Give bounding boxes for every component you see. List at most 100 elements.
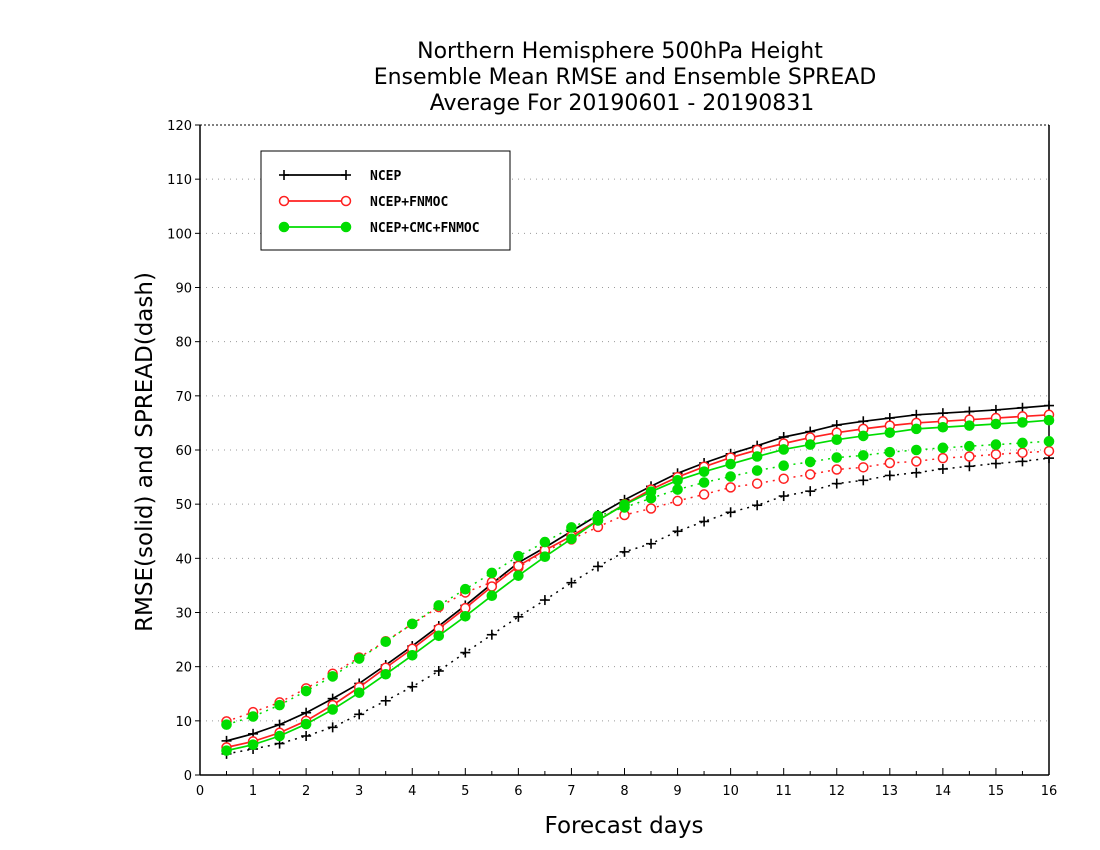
spread-point bbox=[964, 440, 975, 452]
y-tick-label: 40 bbox=[175, 552, 192, 567]
spread-point bbox=[698, 477, 710, 488]
y-axis-label: RMSE(solid) and SPREAD(dash) bbox=[132, 272, 158, 632]
spread-point bbox=[566, 577, 577, 588]
x-tick-label: 13 bbox=[882, 784, 899, 799]
y-tick-label: 80 bbox=[175, 336, 192, 351]
rmse-point bbox=[1017, 417, 1028, 428]
spread-point bbox=[301, 731, 312, 741]
x-tick-label: 1 bbox=[249, 784, 257, 799]
spread-point bbox=[672, 526, 683, 537]
x-tick-label: 9 bbox=[673, 784, 681, 799]
spread-point bbox=[327, 671, 338, 682]
spread-point bbox=[884, 457, 896, 469]
x-tick-label: 5 bbox=[461, 784, 469, 799]
x-tick-label: 2 bbox=[302, 784, 310, 799]
x-tick-label: 3 bbox=[355, 784, 363, 799]
rmse-point bbox=[990, 418, 1002, 430]
spread-point bbox=[327, 722, 338, 733]
spread-point bbox=[274, 699, 285, 711]
rmse-point bbox=[566, 533, 577, 545]
spread-point bbox=[380, 636, 392, 648]
spread-point bbox=[698, 489, 710, 500]
y-tick-label: 70 bbox=[175, 390, 192, 405]
rmse-point bbox=[751, 451, 763, 462]
x-tick-label: 16 bbox=[1041, 784, 1058, 799]
spread-point bbox=[804, 456, 816, 468]
rmse-point bbox=[857, 430, 869, 442]
rmse-point bbox=[353, 687, 365, 698]
spread-point bbox=[247, 711, 259, 722]
legend-label: NCEP+CMC+FNMOC bbox=[370, 221, 480, 236]
rmse-point bbox=[1017, 402, 1028, 413]
title-line-3: Average For 20190601 - 20190831 bbox=[430, 91, 815, 116]
spread-point bbox=[805, 486, 816, 497]
x-tick-label: 8 bbox=[620, 784, 628, 799]
rmse-point bbox=[911, 423, 922, 435]
rmse-point bbox=[1044, 400, 1054, 411]
x-tick-label: 15 bbox=[988, 784, 1005, 799]
rmse-point bbox=[406, 649, 418, 661]
spread-point bbox=[1043, 436, 1055, 447]
rmse-point bbox=[486, 581, 498, 592]
y-tick-label: 30 bbox=[175, 607, 192, 622]
spread-point bbox=[990, 449, 1002, 460]
spread-point bbox=[990, 458, 1001, 469]
spread-point bbox=[804, 469, 816, 480]
rmse-point bbox=[513, 570, 524, 581]
rmse-line-ncep bbox=[226, 404, 1050, 742]
spread-point bbox=[911, 467, 922, 478]
spread-point bbox=[672, 484, 683, 495]
x-tick-label: 7 bbox=[567, 784, 575, 799]
legend: NCEP NCEP+FNMOC NCEP+CMC+FNMOC bbox=[260, 150, 511, 251]
rmse-point bbox=[327, 704, 338, 715]
rmse-point bbox=[804, 439, 816, 450]
spread-point bbox=[778, 491, 789, 502]
rmse-point bbox=[274, 730, 285, 742]
series-ncep bbox=[221, 400, 1054, 759]
rmse-point bbox=[221, 745, 232, 756]
spread-point bbox=[937, 463, 948, 474]
rmse-point bbox=[539, 551, 551, 563]
rmse-point bbox=[460, 610, 471, 622]
spread-point bbox=[433, 600, 445, 611]
rmse-point bbox=[380, 668, 392, 680]
y-tick-label: 0 bbox=[184, 769, 192, 784]
x-tick-label: 4 bbox=[408, 784, 416, 799]
spread-point bbox=[911, 444, 922, 456]
rmse-point bbox=[300, 718, 312, 730]
rmse-point bbox=[778, 444, 789, 455]
rmse-point bbox=[1043, 414, 1055, 426]
spread-point bbox=[460, 647, 471, 658]
spread-point bbox=[380, 695, 391, 706]
spread-point bbox=[725, 507, 736, 518]
y-tick-label: 50 bbox=[175, 498, 192, 513]
spread-point bbox=[778, 460, 789, 472]
spread-point bbox=[1017, 447, 1028, 458]
rmse-point bbox=[645, 486, 657, 498]
spread-point bbox=[937, 452, 949, 464]
rmse-line-ncep-cmc-fnmoc bbox=[226, 419, 1050, 752]
legend-marker bbox=[340, 195, 352, 207]
rmse-point bbox=[513, 560, 524, 572]
spread-point bbox=[990, 439, 1002, 450]
legend-label: NCEP bbox=[370, 169, 401, 184]
x-axis-label: Forecast days bbox=[545, 813, 704, 839]
spread-point bbox=[539, 536, 551, 548]
spread-point bbox=[486, 629, 497, 640]
y-tick-label: 60 bbox=[175, 444, 192, 459]
y-tick-label: 20 bbox=[175, 661, 192, 676]
spread-point bbox=[831, 478, 842, 489]
rmse-point bbox=[831, 434, 843, 446]
spread-point bbox=[566, 522, 577, 533]
spread-point bbox=[725, 482, 736, 493]
grid-layer bbox=[200, 178, 1049, 722]
rmse-point bbox=[592, 515, 604, 526]
spread-point bbox=[858, 475, 869, 486]
x-tick-label: 0 bbox=[196, 784, 204, 799]
spread-point bbox=[433, 666, 444, 676]
legend-entry-ncep-cmc-fnmoc: NCEP+CMC+FNMOC bbox=[278, 221, 480, 236]
legend-marker bbox=[340, 221, 352, 233]
spread-point bbox=[751, 465, 763, 476]
spread-point bbox=[964, 461, 975, 472]
